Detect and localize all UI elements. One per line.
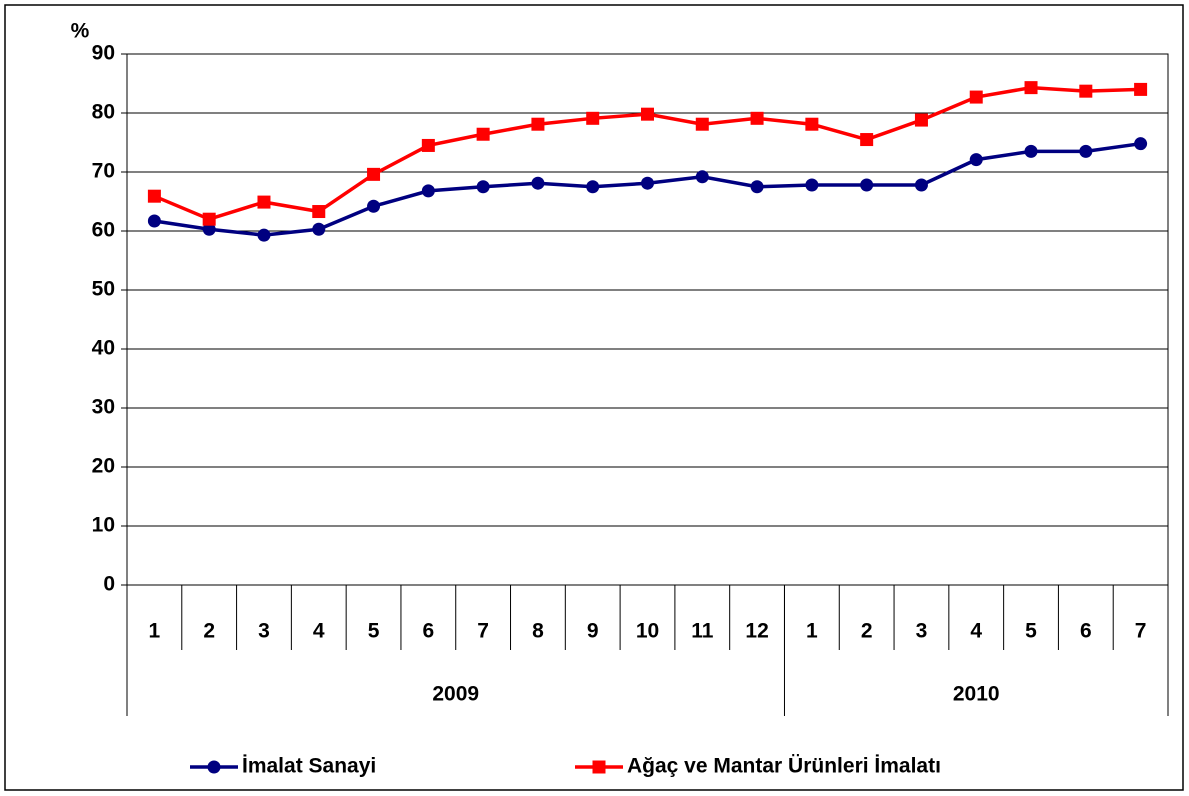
x-tick-label: 6 [1080, 620, 1092, 643]
y-tick-label: 70 [92, 160, 115, 183]
marker [476, 180, 490, 194]
x-tick-label: 6 [422, 620, 434, 643]
y-tick-label: 40 [92, 337, 115, 360]
chart-border [4, 4, 1184, 791]
marker [969, 90, 983, 104]
marker [969, 153, 983, 167]
marker [695, 117, 709, 131]
x-tick-label: 2 [203, 620, 215, 643]
marker [586, 180, 600, 194]
y-tick-label: 90 [92, 42, 115, 65]
x-tick-label: 1 [806, 620, 818, 643]
x-tick-label: 10 [636, 620, 659, 643]
marker [1079, 84, 1093, 98]
x-tick-label: 1 [149, 620, 161, 643]
marker [695, 170, 709, 184]
marker [531, 176, 545, 190]
y-tick-label: 30 [92, 396, 115, 419]
marker [312, 222, 326, 236]
marker [202, 222, 216, 236]
y-tick-label: 20 [92, 455, 115, 478]
marker [750, 111, 764, 125]
marker [860, 178, 874, 192]
marker [421, 138, 435, 152]
marker [586, 111, 600, 125]
y-tick-label: 60 [92, 219, 115, 242]
marker [367, 167, 381, 181]
x-tick-label: 8 [532, 620, 544, 643]
marker [914, 178, 928, 192]
x-tick-label: 4 [970, 620, 982, 643]
x-tick-label: 3 [258, 620, 270, 643]
x-tick-label: 4 [313, 620, 325, 643]
marker [641, 107, 654, 121]
x-tick-label: 7 [477, 620, 489, 643]
marker [805, 117, 819, 131]
y-tick-label: 0 [103, 573, 115, 596]
marker [147, 214, 161, 228]
x-group-label: 2010 [953, 683, 1000, 706]
marker [641, 176, 654, 190]
y-tick-label: 80 [92, 101, 115, 124]
x-tick-label: 11 [691, 620, 714, 643]
marker [147, 189, 161, 203]
y-axis-label: % [71, 20, 90, 43]
x-tick-label: 5 [1025, 620, 1037, 643]
x-tick-label: 7 [1135, 620, 1147, 643]
marker [1134, 137, 1148, 151]
marker [257, 228, 271, 242]
marker [914, 113, 928, 127]
x-tick-label: 5 [368, 620, 380, 643]
marker [421, 184, 435, 198]
marker [257, 195, 271, 209]
marker [805, 178, 819, 192]
marker [476, 127, 490, 141]
legend-label: Ağaç ve Mantar Ürünleri İmalatı [627, 755, 941, 778]
marker [750, 180, 764, 194]
plot-area [126, 53, 1169, 586]
marker [1134, 82, 1148, 96]
x-tick-label: 2 [861, 620, 873, 643]
marker [860, 133, 874, 147]
marker [207, 760, 221, 774]
marker [202, 212, 216, 226]
marker [1024, 144, 1038, 158]
y-tick-label: 50 [92, 278, 115, 301]
x-tick-label: 9 [587, 620, 599, 643]
marker [312, 205, 326, 219]
marker [531, 117, 545, 131]
legend-label: İmalat Sanayi [242, 755, 376, 778]
y-tick-label: 10 [92, 514, 115, 537]
x-group-label: 2009 [432, 683, 479, 706]
marker [592, 760, 606, 774]
marker [1079, 144, 1093, 158]
marker [1024, 81, 1038, 95]
x-tick-label: 3 [916, 620, 928, 643]
x-tick-label: 12 [745, 620, 768, 643]
marker [367, 199, 381, 213]
